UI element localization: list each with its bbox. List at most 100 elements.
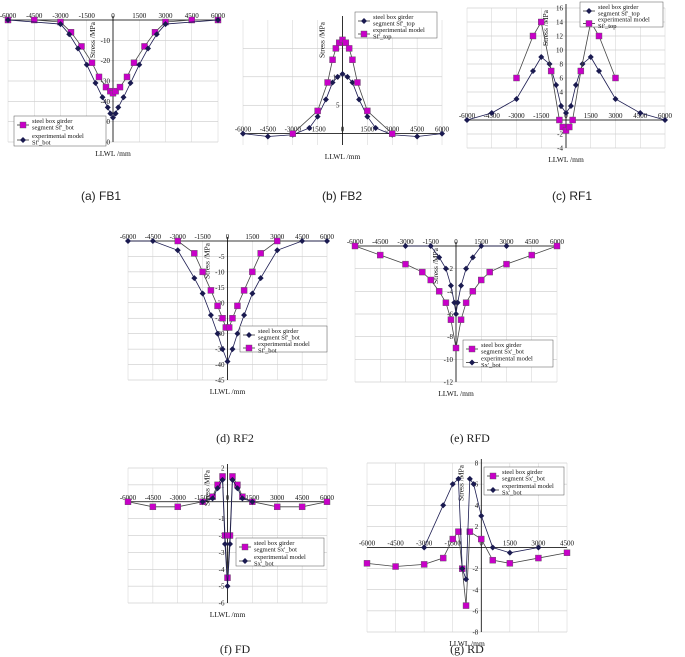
- x-tick-label: -6000: [347, 238, 364, 246]
- data-point: [572, 82, 579, 88]
- x-tick-label: 0: [341, 126, 345, 134]
- legend-label: steel box girder: [373, 14, 414, 21]
- y-tick-label: -6: [447, 311, 453, 319]
- data-point: [566, 123, 573, 131]
- x-tick-label: 3000: [159, 12, 174, 20]
- data-point: [449, 535, 456, 543]
- data-point: [112, 87, 119, 95]
- x-axis-title: LLWL /mm: [325, 152, 361, 161]
- x-tick-label: -4500: [26, 12, 43, 20]
- legend-label: experimental model: [32, 133, 84, 140]
- data-point: [414, 133, 421, 140]
- x-tick-label: 3000: [531, 540, 546, 548]
- data-point: [191, 250, 198, 257]
- panel-caption: (g) RD: [450, 642, 484, 656]
- data-point: [562, 127, 570, 134]
- data-point: [459, 565, 466, 572]
- data-point: [191, 275, 198, 282]
- data-point: [535, 554, 542, 562]
- x-tick-label: 3000: [500, 238, 515, 246]
- x-tick-label: -3000: [52, 12, 69, 20]
- data-point: [455, 528, 462, 535]
- data-point: [240, 130, 246, 137]
- legend-label: steel box girder: [32, 118, 73, 125]
- panel-caption: (e) RFD: [450, 431, 490, 445]
- data-point: [538, 54, 545, 60]
- data-point: [199, 290, 206, 297]
- y-tick-label: 2: [475, 523, 479, 531]
- data-point: [234, 485, 241, 492]
- data-point: [421, 544, 428, 551]
- y-tick-label: 5: [336, 102, 340, 110]
- data-point: [349, 56, 356, 63]
- legend-label: steel box girder: [481, 342, 522, 349]
- data-point: [535, 544, 542, 551]
- data-point: [257, 250, 264, 257]
- x-tick-label: 1500: [132, 12, 147, 20]
- data-point: [123, 73, 131, 81]
- data-point: [329, 79, 336, 86]
- y-axis-title: Stress /MPa: [88, 21, 97, 58]
- data-point: [234, 330, 241, 337]
- data-point: [372, 124, 379, 131]
- data-point: [612, 74, 619, 82]
- y-axis-title: Stress /MPa: [431, 247, 440, 284]
- data-point: [577, 67, 585, 75]
- x-tick-label: 3000: [609, 112, 624, 120]
- x-tick-label: -1500: [194, 494, 211, 502]
- data-point: [442, 299, 450, 306]
- legend-label: Sf'_bot: [258, 348, 277, 355]
- legend-label: experimental model: [502, 483, 554, 490]
- data-point: [229, 315, 236, 322]
- y-tick-label: -30: [101, 78, 111, 86]
- data-point: [229, 346, 236, 353]
- y-tick-label: -8: [447, 333, 453, 341]
- data-point: [528, 251, 535, 259]
- y-tick-label: 8: [475, 460, 479, 468]
- y-tick-label: -4: [447, 288, 453, 296]
- y-tick-label: -8: [472, 629, 478, 637]
- x-tick-label: 6000: [211, 12, 226, 20]
- legend-label: Sx'_bot: [254, 561, 274, 568]
- y-tick-label: -4: [557, 145, 563, 153]
- data-point: [115, 104, 122, 111]
- y-tick-label: 2: [221, 465, 225, 473]
- x-tick-label: 4500: [560, 540, 575, 548]
- x-tick-label: -3000: [170, 494, 187, 502]
- y-tick-label: 4: [475, 502, 479, 510]
- data-point: [99, 94, 106, 101]
- data-point: [199, 268, 206, 276]
- y-tick-label: 14: [556, 19, 564, 27]
- data-point: [102, 83, 110, 91]
- data-point: [239, 495, 246, 502]
- y-tick-label: 6: [475, 481, 479, 489]
- x-tick-label: -6000: [359, 540, 376, 548]
- data-point: [563, 110, 569, 116]
- x-tick-label: -4500: [260, 126, 277, 134]
- x-tick-label: 0: [454, 238, 458, 246]
- data-point: [274, 237, 281, 245]
- data-point: [637, 110, 644, 116]
- data-point: [478, 512, 485, 519]
- data-point: [558, 103, 565, 109]
- data-point: [219, 476, 226, 483]
- legend-box: [13, 115, 107, 147]
- x-tick-label: 4500: [295, 494, 310, 502]
- legend-label: Sf'_top: [373, 34, 392, 41]
- data-point: [439, 554, 447, 562]
- x-tick-label: -1500: [423, 238, 440, 246]
- data-point: [289, 130, 296, 137]
- data-point: [478, 243, 485, 249]
- chart-rfd: -6000 -4500 -3000 -1500 0 1500 3000 4500 6000 -12…: [347, 238, 565, 445]
- x-tick-label: -4500: [372, 238, 389, 246]
- data-point: [174, 247, 181, 254]
- y-tick-label: -12: [444, 379, 454, 387]
- data-point: [513, 74, 520, 82]
- data-point: [402, 243, 409, 249]
- data-point: [447, 316, 455, 323]
- legend-label: segment Sf'_top: [598, 11, 640, 18]
- data-point: [332, 45, 340, 52]
- data-point: [240, 287, 248, 294]
- data-point: [214, 485, 221, 492]
